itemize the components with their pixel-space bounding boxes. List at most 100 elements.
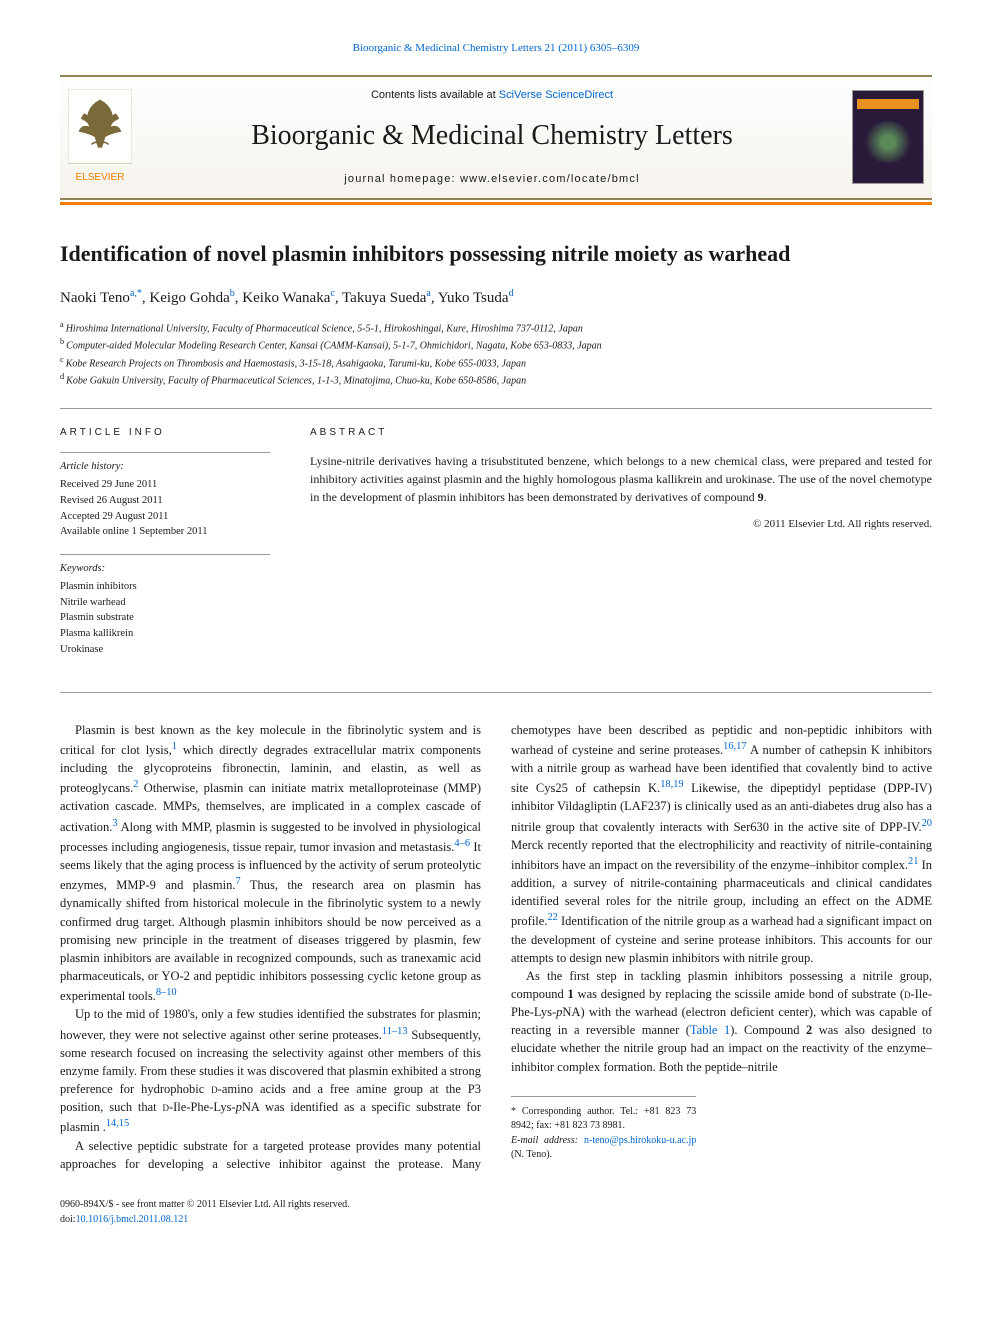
ref-link[interactable]: 22 — [547, 912, 557, 923]
homepage-prefix: journal homepage: — [344, 173, 460, 185]
info-abstract-row: ARTICLE INFO Article history: Received 2… — [60, 408, 932, 692]
ref-link[interactable]: 8–10 — [156, 987, 177, 998]
corr-ref[interactable]: * — [137, 288, 142, 299]
body-text: was designed by replacing the scissile a… — [574, 987, 904, 1001]
ref-link[interactable]: 11–13 — [382, 1026, 408, 1037]
history-item: Accepted 29 August 2011 — [60, 509, 270, 525]
author: Naoki Tenoa,* — [60, 290, 142, 306]
author: Keiko Wanakac — [242, 290, 335, 306]
aff-sup: c — [60, 355, 64, 364]
paragraph: As the first step in tackling plasmin in… — [511, 967, 932, 1076]
ref-link[interactable]: 16,17 — [723, 741, 746, 752]
keywords-label: Keywords: — [60, 561, 270, 577]
aff-ref[interactable]: c — [330, 288, 334, 299]
affiliation-list: aHiroshima International University, Fac… — [60, 319, 932, 388]
abstract-body: Lysine-nitrile derivatives having a tris… — [310, 454, 932, 504]
corr-email-link[interactable]: n-teno@ps.hirokoku-u.ac.jp — [584, 1135, 696, 1146]
author: Yuko Tsudad — [438, 290, 514, 306]
doi-line: doi:10.1016/j.bmcl.2011.08.121 — [60, 1212, 932, 1227]
author: Takuya Suedaa — [342, 290, 431, 306]
paragraph: Up to the mid of 1980's, only a few stud… — [60, 1005, 481, 1136]
abstract-copyright: © 2011 Elsevier Ltd. All rights reserved… — [310, 516, 932, 533]
citation-link[interactable]: Bioorganic & Medicinal Chemistry Letters… — [353, 42, 640, 54]
affiliation: aHiroshima International University, Fac… — [60, 319, 932, 336]
aff-text: Kobe Gakuin University, Faculty of Pharm… — [66, 375, 526, 386]
body-text: Along with MMP, plasmin is suggested to … — [60, 820, 481, 854]
citation-header: Bioorganic & Medicinal Chemistry Letters… — [60, 40, 932, 57]
aff-ref[interactable]: b — [230, 288, 235, 299]
keyword: Nitrile warhead — [60, 595, 270, 611]
sciencedirect-link[interactable]: SciVerse ScienceDirect — [499, 89, 613, 101]
keywords-block: Keywords: Plasmin inhibitors Nitrile war… — [60, 554, 270, 658]
author: Keigo Gohdab — [149, 290, 234, 306]
aff-text: Kobe Research Projects on Thrombosis and… — [66, 358, 526, 369]
aff-ref[interactable]: a, — [130, 288, 137, 299]
journal-homepage: journal homepage: www.elsevier.com/locat… — [140, 171, 844, 188]
aff-text: Computer-aided Molecular Modeling Resear… — [66, 341, 601, 352]
body-text: Merck recently reported that the electro… — [511, 838, 932, 872]
article-body: Plasmin is best known as the key molecul… — [60, 721, 932, 1173]
aff-sup: d — [60, 372, 64, 381]
journal-header: ELSEVIER Contents lists available at Sci… — [60, 75, 932, 200]
ref-link[interactable]: 14,15 — [106, 1118, 129, 1129]
history-item: Available online 1 September 2011 — [60, 524, 270, 540]
table-ref-link[interactable]: Table 1 — [690, 1023, 730, 1037]
ref-link[interactable]: 21 — [908, 856, 918, 867]
ref-link[interactable]: 4–6 — [454, 838, 470, 849]
page-footer: 0960-894X/$ - see front matter © 2011 El… — [60, 1197, 932, 1227]
homepage-url: www.elsevier.com/locate/bmcl — [460, 173, 640, 185]
corresponding-note: * Corresponding author. Tel.: +81 823 73… — [511, 1096, 696, 1163]
affiliation: bComputer-aided Molecular Modeling Resea… — [60, 336, 932, 353]
author-name: Keigo Gohda — [149, 290, 229, 306]
paragraph: Plasmin is best known as the key molecul… — [60, 721, 481, 1006]
corr-email-line: E-mail address: n-teno@ps.hirokoku-u.ac.… — [511, 1134, 696, 1163]
email-label: E-mail address: — [511, 1135, 578, 1146]
author-name: Takuya Sueda — [342, 290, 426, 306]
body-text: -Ile-Phe-Lys- — [169, 1100, 236, 1114]
history-item: Received 29 June 2011 — [60, 477, 270, 493]
affiliation: cKobe Research Projects on Thrombosis an… — [60, 354, 932, 371]
article-history-block: Article history: Received 29 June 2011 R… — [60, 452, 270, 540]
abstract-column: ABSTRACT Lysine-nitrile derivatives havi… — [310, 425, 932, 671]
divider-bar — [60, 202, 932, 205]
author-name: Yuko Tsuda — [438, 290, 509, 306]
ref-link[interactable]: 20 — [922, 818, 932, 829]
ref-link[interactable]: 18,19 — [660, 779, 683, 790]
history-label: Article history: — [60, 459, 270, 475]
publisher-logo: ELSEVIER — [60, 81, 140, 192]
contents-available: Contents lists available at SciVerse Sci… — [140, 87, 844, 104]
body-text: Identification of the nitrile group as a… — [511, 915, 932, 965]
aff-sup: b — [60, 337, 64, 346]
aff-text: Hiroshima International University, Facu… — [66, 323, 583, 334]
aff-ref[interactable]: a — [426, 288, 430, 299]
history-item: Revised 26 August 2011 — [60, 493, 270, 509]
keyword: Plasmin substrate — [60, 610, 270, 626]
corr-name: (N. Teno). — [511, 1149, 552, 1160]
body-text: Thus, the research area on plasmin has d… — [60, 878, 481, 1003]
journal-title: Bioorganic & Medicinal Chemistry Letters — [140, 115, 844, 157]
publisher-name: ELSEVIER — [68, 170, 132, 185]
affiliation: dKobe Gakuin University, Faculty of Phar… — [60, 371, 932, 388]
aff-ref[interactable]: d — [509, 288, 514, 299]
author-list: Naoki Tenoa,*, Keigo Gohdab, Keiko Wanak… — [60, 286, 932, 310]
keyword: Urokinase — [60, 642, 270, 658]
article-title: Identification of novel plasmin inhibito… — [60, 237, 932, 270]
abstract-heading: ABSTRACT — [310, 425, 932, 440]
abstract-tail: . — [764, 490, 767, 504]
author-name: Naoki Teno — [60, 290, 130, 306]
elsevier-tree-icon — [68, 89, 132, 164]
doi-label: doi: — [60, 1214, 76, 1225]
keyword: Plasma kallikrein — [60, 626, 270, 642]
article-info-heading: ARTICLE INFO — [60, 425, 270, 440]
article-info-column: ARTICLE INFO Article history: Received 2… — [60, 425, 270, 671]
doi-link[interactable]: 10.1016/j.bmcl.2011.08.121 — [76, 1214, 189, 1225]
aff-sup: a — [60, 320, 64, 329]
keyword: Plasmin inhibitors — [60, 579, 270, 595]
journal-cover-thumbnail — [852, 90, 924, 184]
abstract-text: Lysine-nitrile derivatives having a tris… — [310, 452, 932, 506]
issn-line: 0960-894X/$ - see front matter © 2011 El… — [60, 1197, 932, 1212]
contents-prefix: Contents lists available at — [371, 89, 499, 101]
corr-contact: * Corresponding author. Tel.: +81 823 73… — [511, 1105, 696, 1134]
body-text: ). Compound — [730, 1023, 806, 1037]
author-name: Keiko Wanaka — [242, 290, 330, 306]
